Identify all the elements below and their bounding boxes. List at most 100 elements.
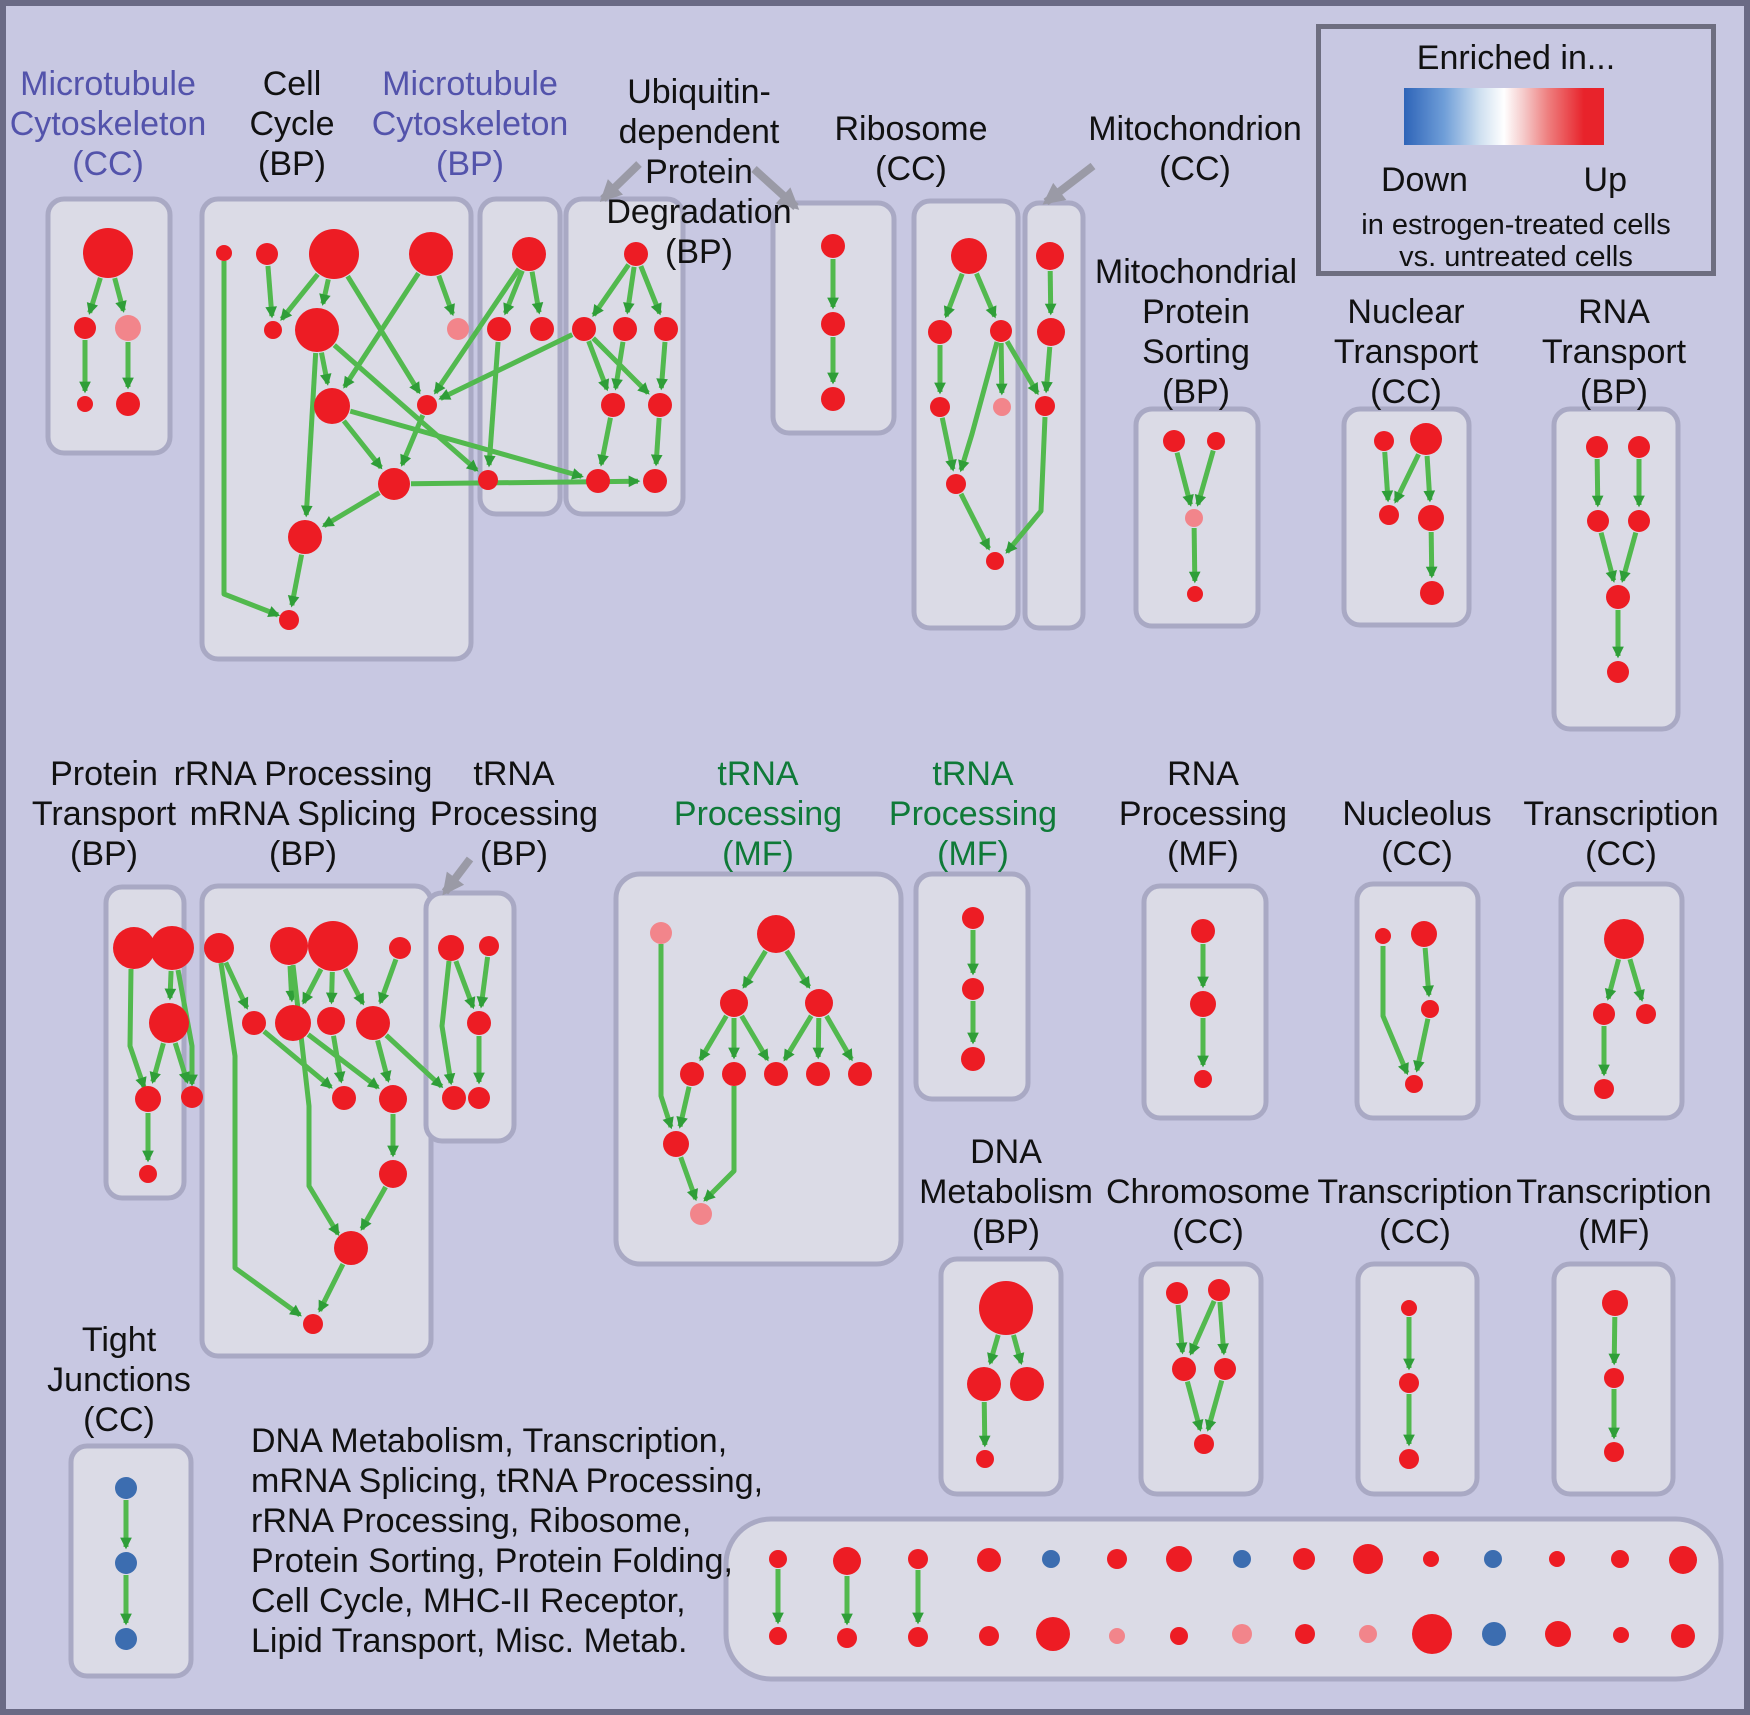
edge	[703, 1086, 737, 1202]
go-term-node	[1604, 1442, 1624, 1462]
edge	[359, 1185, 388, 1231]
group-label-tight-junctions-cc: Tight Junctions (CC)	[47, 1321, 191, 1439]
go-term-node	[1482, 1622, 1506, 1646]
group-box-microtubule-cytoskeleton-cc	[45, 196, 173, 456]
go-term-node	[139, 1165, 157, 1183]
edge	[1004, 340, 1040, 396]
group-label-microtubule-cytoskeleton-cc: Microtubule Cytoskeleton (CC)	[9, 65, 207, 183]
go-term-node	[1166, 1282, 1188, 1304]
edge	[287, 554, 305, 608]
go-term-node	[356, 1006, 390, 1040]
mixed-terms-text-block: DNA Metabolism, Transcription, mRNA Spli…	[251, 1422, 764, 1660]
go-term-node	[135, 1086, 161, 1112]
go-term-node	[1410, 423, 1442, 455]
go-term-node	[769, 1627, 787, 1645]
group-label-protein-transport-bp: Protein Transport (BP)	[31, 755, 177, 873]
go-term-node	[116, 392, 140, 416]
edge	[483, 341, 501, 468]
group-label-transcription-cc-bottom: Transcription (CC)	[1317, 1173, 1513, 1251]
go-term-node	[242, 1011, 266, 1035]
edge	[319, 352, 332, 386]
edge	[306, 1032, 380, 1090]
edge	[1604, 958, 1622, 1001]
group-label-chromosome-cc: Chromosome (CC)	[1105, 1173, 1311, 1251]
group-label-trna-processing-mf-small: tRNA Processing (MF)	[888, 755, 1058, 873]
go-term-node	[1191, 919, 1215, 943]
edge	[345, 274, 422, 395]
edge	[221, 261, 281, 618]
edge	[332, 343, 479, 472]
edge	[1194, 449, 1216, 507]
go-term-node	[1185, 509, 1203, 527]
go-term-node	[928, 320, 952, 344]
go-term-node	[479, 936, 499, 956]
edge	[939, 417, 957, 472]
go-term-node	[1418, 505, 1444, 531]
edge	[384, 1033, 444, 1089]
edge	[974, 272, 998, 319]
go-term-node	[1423, 1551, 1439, 1567]
edge	[1423, 455, 1436, 503]
go-term-node	[654, 317, 678, 341]
go-term-node	[993, 398, 1011, 416]
go-term-node	[389, 937, 411, 959]
edge	[824, 1014, 854, 1062]
label-pointer-arrow	[441, 856, 474, 896]
edge	[378, 958, 399, 1005]
go-term-node	[805, 989, 833, 1017]
go-term-node	[149, 1003, 189, 1043]
go-term-node	[1163, 430, 1185, 452]
go-term-node	[1359, 1625, 1377, 1643]
go-term-node	[769, 1550, 787, 1568]
group-label-trna-processing-mf-large: tRNA Processing (MF)	[673, 755, 843, 873]
go-term-node	[1170, 1627, 1188, 1645]
edge	[1188, 1299, 1217, 1356]
edge	[399, 414, 426, 467]
group-box-nuclear-transport-cc	[1341, 406, 1472, 628]
nodes-layer	[74, 228, 1697, 1654]
edge	[476, 956, 491, 1009]
go-term-node	[1594, 1079, 1614, 1099]
go-term-node	[1607, 661, 1629, 683]
go-term-node	[447, 318, 469, 340]
group-box-trna-processing-mf-large	[613, 871, 904, 1267]
edge	[112, 277, 127, 313]
go-term-node	[601, 393, 625, 417]
edge	[676, 1086, 692, 1129]
edge	[175, 969, 198, 1087]
go-term-node	[113, 927, 155, 969]
go-term-node	[279, 610, 299, 630]
legend-title: Enriched in...	[1416, 39, 1616, 77]
go-term-node	[1187, 586, 1203, 602]
go-term-node	[1037, 318, 1065, 346]
go-term-node	[908, 1627, 928, 1647]
go-term-node	[264, 321, 282, 339]
go-term-node	[962, 907, 984, 929]
go-term-node	[1602, 1290, 1628, 1316]
edge	[262, 1029, 333, 1090]
go-term-node	[1604, 1368, 1624, 1388]
label-pointer-arrow	[751, 166, 800, 210]
group-label-mitochondrion-cc: Mitochondrion (CC)	[1088, 110, 1302, 188]
go-term-node	[976, 1450, 994, 1468]
edge	[943, 272, 965, 319]
edge	[341, 419, 383, 470]
go-term-node	[1412, 1614, 1452, 1654]
go-term-node	[115, 315, 141, 341]
edge	[1413, 1018, 1431, 1073]
go-term-node	[314, 388, 350, 424]
edge	[591, 336, 650, 395]
go-term-node	[967, 1367, 1001, 1401]
go-term-node	[962, 978, 984, 1000]
edge	[502, 269, 525, 316]
group-label-nucleolus-cc: Nucleolus (CC)	[1342, 795, 1492, 873]
edge	[1380, 946, 1410, 1076]
go-term-node	[764, 1062, 788, 1086]
go-term-node	[1379, 505, 1399, 525]
go-term-node	[680, 1062, 704, 1086]
group-label-nuclear-transport-cc: Nuclear Transport (CC)	[1333, 293, 1479, 411]
go-term-node	[1671, 1624, 1695, 1648]
group-label-rna-transport-bp: RNA Transport (BP)	[1541, 293, 1687, 411]
edge	[958, 492, 991, 551]
go-term-node	[1353, 1544, 1383, 1574]
